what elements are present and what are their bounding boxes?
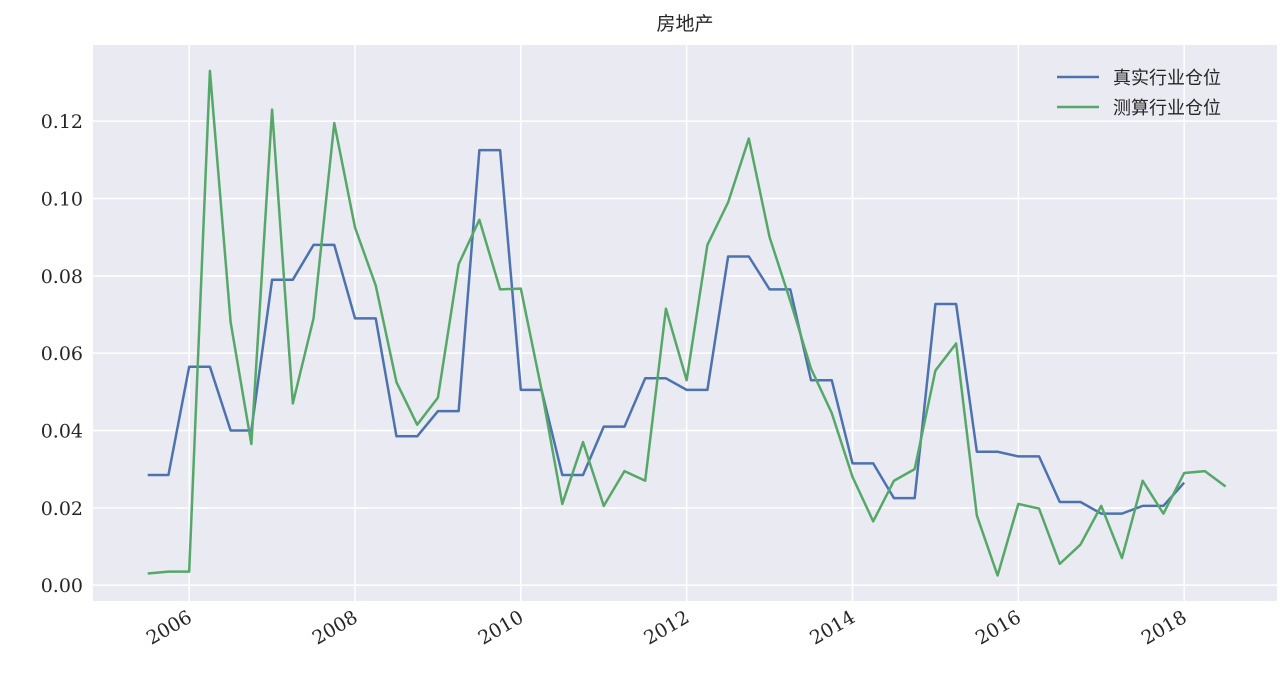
x-tick-label: 2014 [806,606,859,649]
data-line [147,69,1227,577]
x-tick-label: 2010 [474,606,527,649]
y-tick-label: 0.04 [41,420,83,442]
chart-title: 房地产 [656,13,713,35]
x-tick-label: 2012 [640,606,693,649]
y-tick-label: 0.00 [41,575,83,597]
legend-label: 真实行业仓位 [1113,68,1221,89]
y-tick-label: 0.06 [41,343,83,365]
x-tick-label: 2016 [972,606,1025,649]
x-tick-label: 2008 [309,606,362,649]
y-tick-label: 0.08 [41,266,83,288]
legend-label: 测算行业仓位 [1113,98,1221,119]
x-tick-label: 2006 [143,606,196,649]
y-tick-label: 0.02 [41,498,83,520]
y-tick-label: 0.10 [41,188,83,210]
y-tick-label: 0.12 [41,111,83,133]
x-tick-label: 2018 [1138,606,1191,649]
